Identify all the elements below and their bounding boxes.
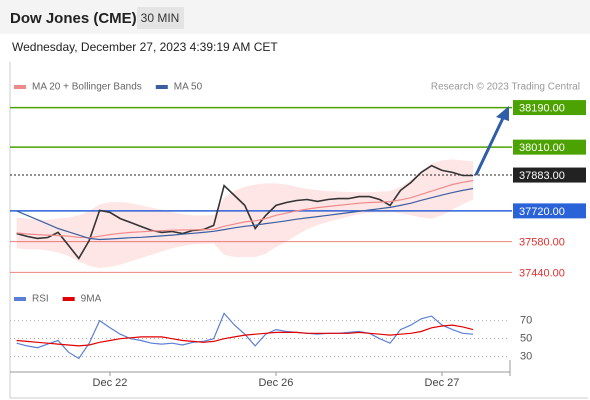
series-line [16,187,474,241]
level-label: 37580.00 [519,237,565,249]
header-bar [0,0,590,34]
y-tick-label: 70 [520,315,532,327]
legend-swatch [14,85,26,89]
series-line [16,179,474,239]
level-box [513,139,586,155]
credit: Research © 2023 Trading Central [431,82,580,93]
interval: 30 MIN [141,11,180,25]
arrow-head [496,106,509,121]
legend-label: RSI [32,294,49,305]
title: Dow Jones (CME) [10,10,137,27]
level-box [513,167,586,183]
timestamp: Wednesday, December 27, 2023 4:39:19 AM … [12,40,278,54]
plot: 38190.00 38010.00 37883.00 37720.00 37580.00… [10,82,586,389]
x-tick-label: Dec 26 [259,377,294,389]
legend-label: MA 20 + Bollinger Bands [32,82,142,93]
legend-label: 9MA [81,294,102,305]
legend-swatch [155,85,168,89]
level-label: 37720.00 [519,206,565,218]
y-tick-label: 30 [520,351,532,363]
series-line [16,164,474,260]
series-line [16,312,474,360]
level-label: 37440.00 [519,267,565,279]
arrow [474,117,505,176]
legend-swatch [62,297,75,301]
level-label: 37883.00 [519,170,565,182]
level-label: 38010.00 [519,142,565,154]
series-line [16,324,474,347]
y-tick-label: 50 [520,333,532,345]
x-tick-label: Dec 27 [425,377,460,389]
x-tick-label: Dec 22 [93,377,128,389]
legend-label: MA 50 [174,82,203,93]
level-label: 38190.00 [519,102,565,114]
bollinger-band [16,159,474,269]
interval-box [137,7,184,29]
level-box [513,100,586,116]
legend-swatch [14,297,26,301]
level-box [513,203,586,219]
